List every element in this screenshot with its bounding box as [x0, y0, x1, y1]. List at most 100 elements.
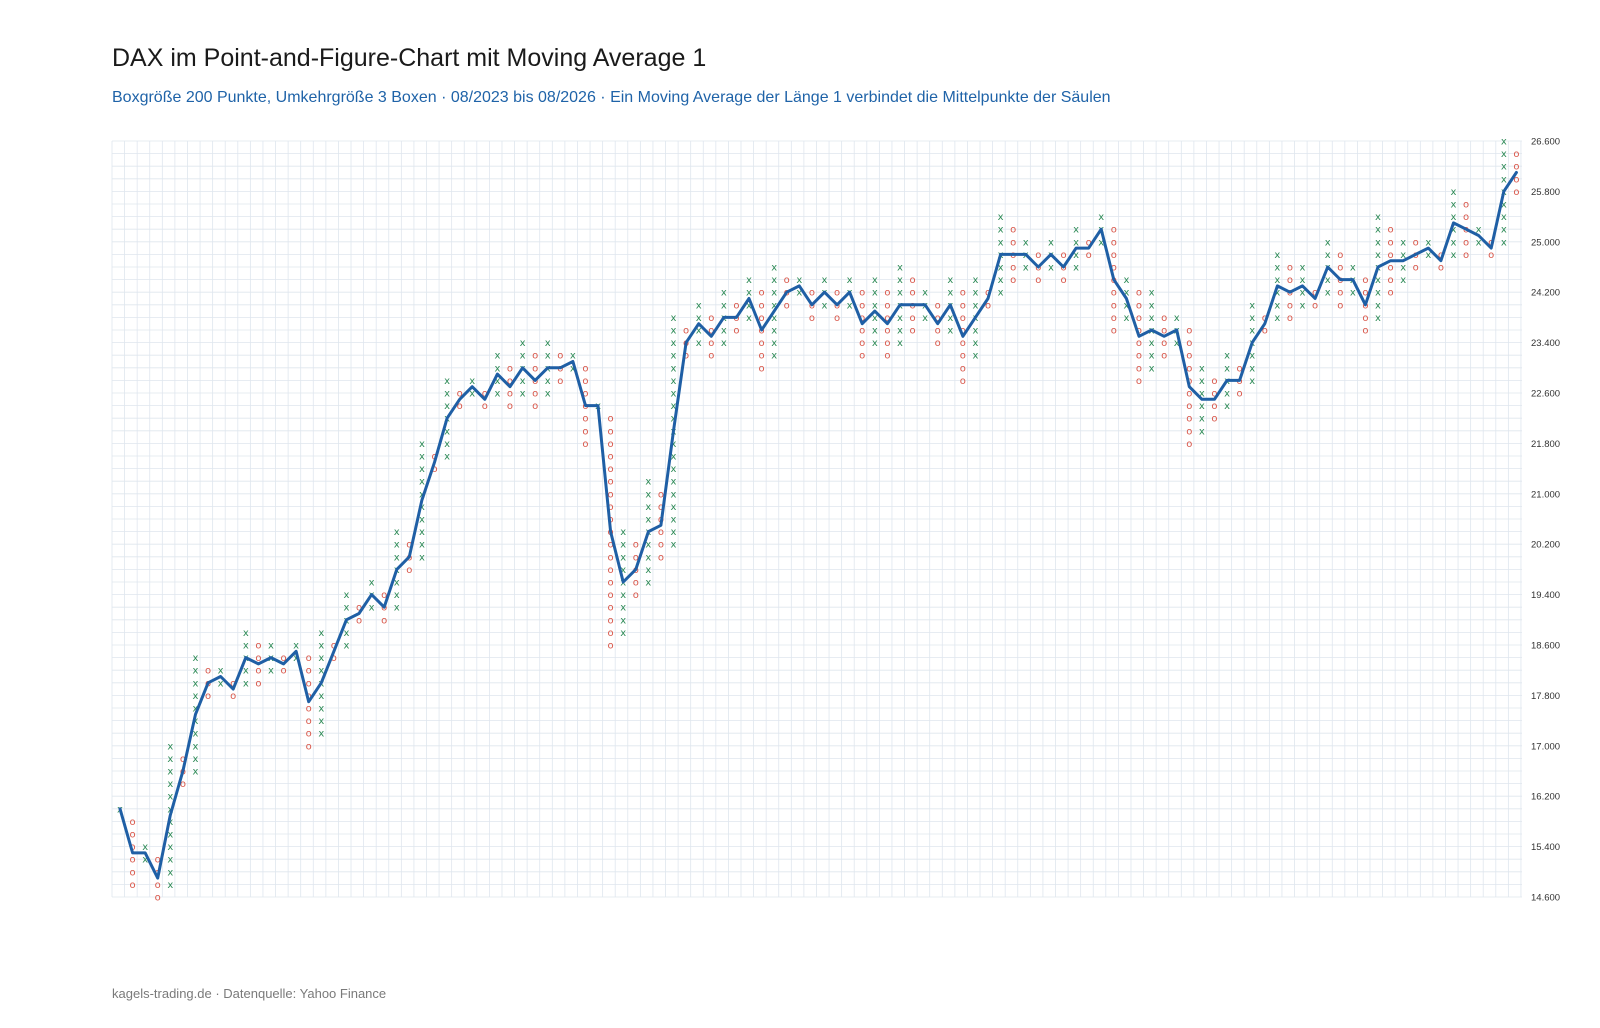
o-mark: o [608, 552, 614, 563]
o-mark: o [1161, 313, 1167, 324]
o-mark: o [507, 376, 513, 387]
o-mark: o [759, 288, 765, 299]
o-mark: o [457, 389, 463, 400]
x-mark: x [1149, 288, 1155, 299]
o-mark: o [130, 880, 136, 891]
x-mark: x [1199, 389, 1205, 400]
o-mark: o [230, 691, 236, 702]
o-mark: o [960, 288, 966, 299]
x-mark: x [1375, 237, 1381, 248]
x-mark: x [318, 641, 324, 652]
x-mark: x [193, 666, 199, 677]
x-mark: x [1249, 300, 1255, 311]
x-mark: x [193, 653, 199, 664]
o-mark: o [306, 666, 312, 677]
x-mark: x [394, 527, 400, 538]
x-mark: x [343, 628, 349, 639]
x-mark: x [671, 326, 677, 337]
x-mark: x [897, 275, 903, 286]
o-mark: o [1413, 263, 1419, 274]
o-mark: o [1111, 225, 1117, 236]
o-mark: o [658, 502, 664, 513]
x-mark: x [721, 300, 727, 311]
x-mark: x [1451, 237, 1457, 248]
x-mark: x [419, 552, 425, 563]
x-mark: x [419, 502, 425, 513]
o-mark: o [1186, 338, 1192, 349]
o-mark: o [306, 729, 312, 740]
o-mark: o [306, 678, 312, 689]
x-mark: x [922, 313, 928, 324]
o-mark: o [255, 641, 261, 652]
o-mark: o [834, 313, 840, 324]
x-mark: x [167, 767, 173, 778]
x-mark: x [847, 300, 853, 311]
o-mark: o [482, 389, 488, 400]
x-mark: x [570, 363, 576, 374]
x-mark: x [671, 338, 677, 349]
o-mark: o [1337, 300, 1343, 311]
o-mark: o [1035, 250, 1041, 261]
o-mark: o [130, 855, 136, 866]
x-mark: x [1199, 426, 1205, 437]
o-mark: o [205, 691, 211, 702]
o-mark: o [1362, 275, 1368, 286]
o-mark: o [406, 540, 412, 551]
o-mark: o [1060, 275, 1066, 286]
x-mark: x [671, 414, 677, 425]
x-mark: x [394, 540, 400, 551]
o-mark: o [834, 288, 840, 299]
o-mark: o [1186, 439, 1192, 450]
o-mark: o [608, 603, 614, 614]
x-mark: x [1199, 363, 1205, 374]
x-mark: x [872, 313, 878, 324]
o-mark: o [784, 300, 790, 311]
x-mark: x [1274, 313, 1280, 324]
y-tick-label: 25.000 [1531, 237, 1560, 248]
x-mark: x [822, 275, 828, 286]
o-mark: o [1136, 326, 1142, 337]
x-mark: x [1400, 263, 1406, 274]
o-mark: o [658, 527, 664, 538]
o-mark: o [960, 326, 966, 337]
x-mark: x [1451, 200, 1457, 211]
x-mark: x [193, 741, 199, 752]
x-mark: x [1501, 200, 1507, 211]
x-mark: x [645, 552, 651, 563]
x-mark: x [142, 855, 148, 866]
o-mark: o [306, 653, 312, 664]
o-mark: o [708, 338, 714, 349]
o-mark: o [130, 830, 136, 841]
x-mark: x [1400, 237, 1406, 248]
x-mark: x [671, 489, 677, 500]
o-mark: o [1111, 313, 1117, 324]
o-mark: o [884, 300, 890, 311]
x-mark: x [545, 351, 551, 362]
pnf-marks: xooooooxxooooxxxxxxxxxxxxoooxxxxxxxxxxoo… [117, 137, 1519, 904]
x-mark: x [897, 338, 903, 349]
x-mark: x [998, 237, 1004, 248]
o-mark: o [1513, 174, 1519, 185]
x-mark: x [771, 288, 777, 299]
o-mark: o [356, 603, 362, 614]
source-footer: kagels-trading.de · Datenquelle: Yahoo F… [112, 986, 387, 1001]
x-mark: x [1400, 275, 1406, 286]
o-mark: o [1337, 288, 1343, 299]
y-tick-label: 21.000 [1531, 489, 1560, 500]
y-tick-label: 17.000 [1531, 741, 1560, 752]
x-mark: x [671, 477, 677, 488]
x-mark: x [1451, 212, 1457, 223]
x-mark: x [897, 263, 903, 274]
o-mark: o [1161, 338, 1167, 349]
o-mark: o [130, 817, 136, 828]
x-mark: x [671, 401, 677, 412]
o-mark: o [1086, 237, 1092, 248]
o-mark: o [331, 641, 337, 652]
x-mark: x [671, 363, 677, 374]
y-tick-label: 18.600 [1531, 641, 1560, 652]
o-mark: o [1413, 237, 1419, 248]
o-mark: o [1362, 326, 1368, 337]
x-mark: x [494, 389, 500, 400]
o-mark: o [1287, 263, 1293, 274]
x-mark: x [972, 300, 978, 311]
